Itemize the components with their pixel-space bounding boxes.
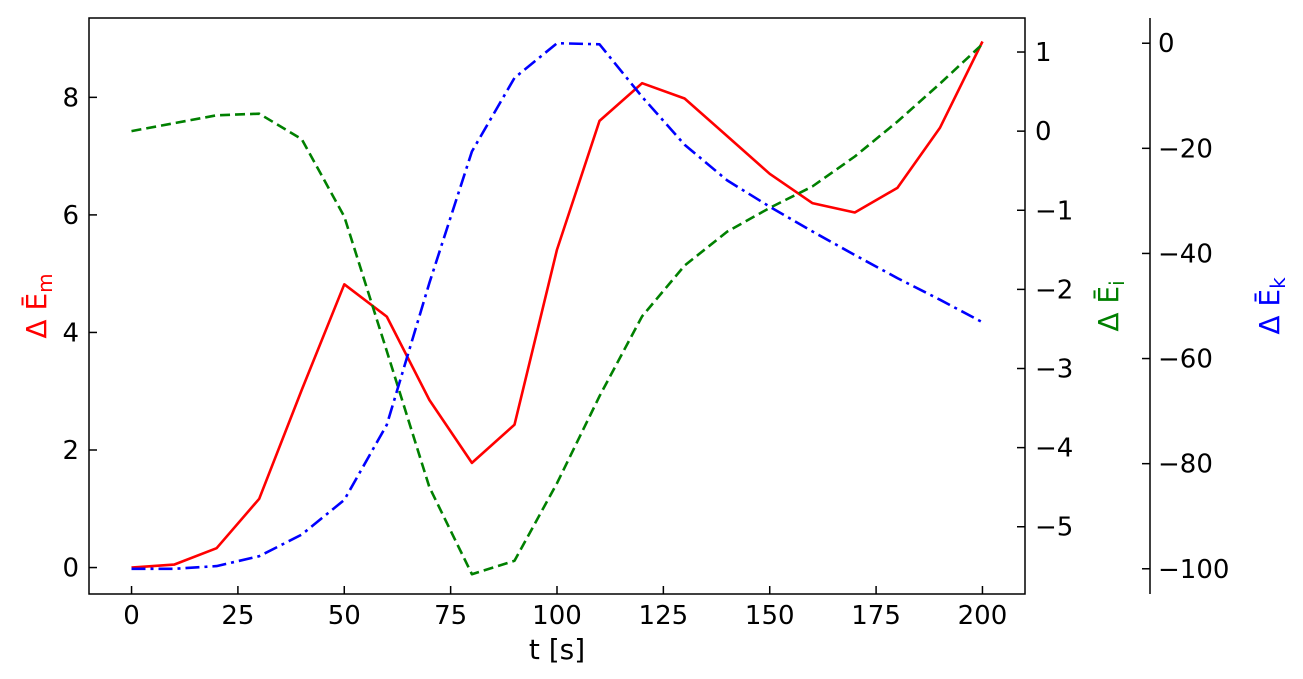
x-tick-label: 150 <box>745 601 795 631</box>
x-tick-label: 200 <box>958 601 1008 631</box>
y-tick-label: −3 <box>1035 355 1073 385</box>
plot-frame <box>88 17 1026 595</box>
y-tick-label: −80 <box>1158 450 1213 480</box>
y-tick-label: −1 <box>1035 196 1073 226</box>
y-tick-label: 0 <box>62 554 79 584</box>
outer-right-axis-ticks: −100 −80 −60 −40 −20 0 <box>1142 29 1229 585</box>
y-tick-label: −5 <box>1035 513 1073 543</box>
y-tick-label: 0 <box>1035 117 1052 147</box>
y-tick-label: 0 <box>1158 29 1175 59</box>
x-tick-label: 0 <box>123 601 140 631</box>
right-axis-label: Δ Ēi <box>1092 280 1129 331</box>
x-axis-label: t [s] <box>529 633 585 666</box>
left-axis-ticks: 0 2 4 6 8 <box>62 83 97 584</box>
y-tick-label: 1 <box>1035 38 1052 68</box>
series-line-2 <box>131 43 984 576</box>
x-axis-ticks: 0 25 50 75 100 125 150 175 200 <box>123 586 1007 631</box>
y-tick-label: 2 <box>62 436 79 466</box>
series-line-3 <box>131 41 984 571</box>
series-line-1 <box>131 40 984 569</box>
x-tick-label: 175 <box>851 601 901 631</box>
y-tick-label: −100 <box>1158 555 1229 585</box>
right-axis-ticks: −5 −4 −3 −2 −1 0 1 <box>1017 38 1073 543</box>
left-axis-label: Δ Ēm <box>20 273 57 338</box>
outer-right-axis-label: Δ Ēk <box>1253 277 1290 335</box>
y-tick-label: −40 <box>1158 239 1213 269</box>
x-tick-label: 125 <box>639 601 689 631</box>
x-tick-label: 75 <box>434 601 467 631</box>
y-tick-label: −4 <box>1035 434 1073 464</box>
series-layer <box>131 40 984 576</box>
y-tick-label: −2 <box>1035 275 1073 305</box>
y-tick-label: 8 <box>62 83 79 113</box>
y-tick-label: 4 <box>62 318 79 348</box>
x-tick-label: 100 <box>532 601 582 631</box>
x-tick-label: 25 <box>221 601 254 631</box>
y-tick-label: −20 <box>1158 134 1213 164</box>
y-tick-label: 6 <box>62 201 79 231</box>
y-tick-label: −60 <box>1158 345 1213 375</box>
x-tick-label: 50 <box>328 601 361 631</box>
